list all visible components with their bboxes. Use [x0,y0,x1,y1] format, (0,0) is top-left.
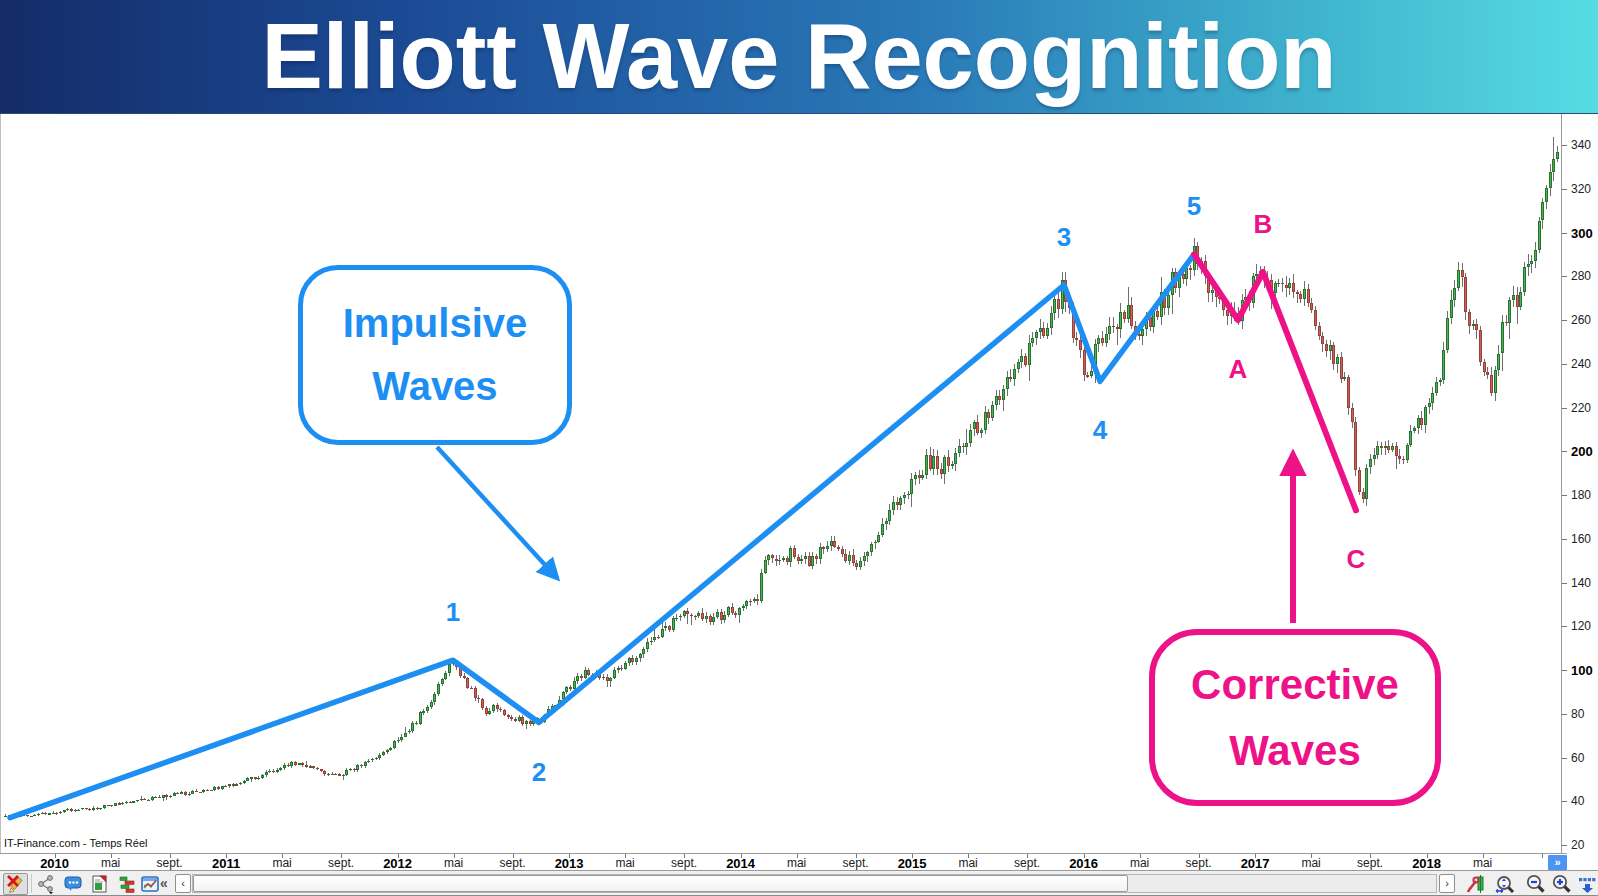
time-axis-expand-button[interactable]: » [1548,855,1567,870]
wave-point-label: 2 [524,757,554,787]
impulsive-line2: Waves [372,355,497,418]
zoom-fit-icon[interactable] [1495,874,1516,894]
x-axis-year-label: 2011 [212,856,240,871]
x-axis-month-label: mai [958,856,977,870]
tools-candle-icon[interactable] [1466,874,1487,894]
x-axis-month-label: sept. [843,856,869,870]
bottom-toolbar: « ‹ › [0,870,1598,896]
comment-icon[interactable] [63,874,84,894]
x-axis-year-label: 2018 [1412,856,1441,871]
corrective-line1: Corrective [1191,652,1399,718]
x-axis-month-label: sept. [1186,856,1212,870]
x-axis-month-label: mai [101,856,120,870]
x-axis-month-label: sept. [157,856,183,870]
wave-point-label: 5 [1179,191,1209,221]
x-axis-month-label: mai [1130,856,1149,870]
scrollbar-track[interactable] [192,874,1437,893]
impulse-wave-line [10,254,1194,817]
x-axis-labels: 2010 mai sept. 2011 mai sept. 2012 mai sept. 2013… [0,855,1598,870]
zoom-in-icon[interactable] [1551,874,1572,894]
page-title: Elliott Wave Recognition [261,4,1336,109]
x-axis-month-label: mai [615,856,634,870]
x-axis-month-label: mai [272,856,291,870]
wave-point-label: 4 [1085,415,1115,445]
wave-point-label: C [1341,544,1371,574]
scrollbar-thumb[interactable] [193,875,1128,892]
scroll-right-button[interactable]: › [1439,874,1455,893]
x-axis-year-label: 2010 [40,856,69,871]
x-axis-month-label: sept. [328,856,354,870]
x-axis-year-label: 2013 [555,856,584,871]
chart-plot-area: 1 2 3 4 5 A B C Impulsive Waves Corrective Wave… [0,114,1598,855]
x-axis-year-label: 2012 [383,856,412,871]
source-note: IT-Finance.com - Temps Réel [4,837,147,849]
pencil-erase-icon[interactable] [5,874,26,894]
corrective-line2: Waves [1229,718,1361,784]
zoom-out-icon[interactable] [1525,874,1546,894]
x-axis-month-label: sept. [1357,856,1383,870]
collapse-toolbar-button[interactable]: « [160,875,168,891]
impulsive-waves-callout: Impulsive Waves [298,265,572,445]
x-axis-month-label: mai [1473,856,1492,870]
x-axis-year-label: 2017 [1241,856,1270,871]
x-axis-month-label: mai [1301,856,1320,870]
x-axis-year-label: 2015 [898,856,927,871]
wave-point-label: 1 [438,597,468,627]
corrective-wave-line [1194,254,1356,510]
wave-point-label: B [1248,209,1278,239]
x-axis-month-label: mai [787,856,806,870]
positions-icon[interactable] [117,874,138,894]
scroll-left-button[interactable]: ‹ [175,874,191,893]
x-axis-year-label: 2016 [1069,856,1098,871]
wave-point-label: 3 [1049,222,1079,252]
share-icon[interactable] [36,874,57,894]
x-axis-month-label: sept. [671,856,697,870]
chart-window-icon[interactable] [140,874,161,894]
report-icon[interactable] [90,874,111,894]
title-banner: Elliott Wave Recognition [0,0,1598,114]
x-axis-month-label: mai [444,856,463,870]
wave-point-label: A [1223,354,1253,384]
impulsive-line1: Impulsive [343,292,528,355]
page: Elliott Wave Recognition 1 2 3 4 5 A B C Impuls… [0,0,1598,896]
x-axis-year-label: 2014 [726,856,755,871]
x-axis-month-label: sept. [500,856,526,870]
more-panels-icon[interactable] [1577,874,1598,894]
corrective-waves-callout: Corrective Waves [1149,629,1441,806]
impulsive-callout-arrow [437,447,557,578]
toolbar-separator [31,874,32,893]
x-axis-month-label: sept. [1014,856,1040,870]
